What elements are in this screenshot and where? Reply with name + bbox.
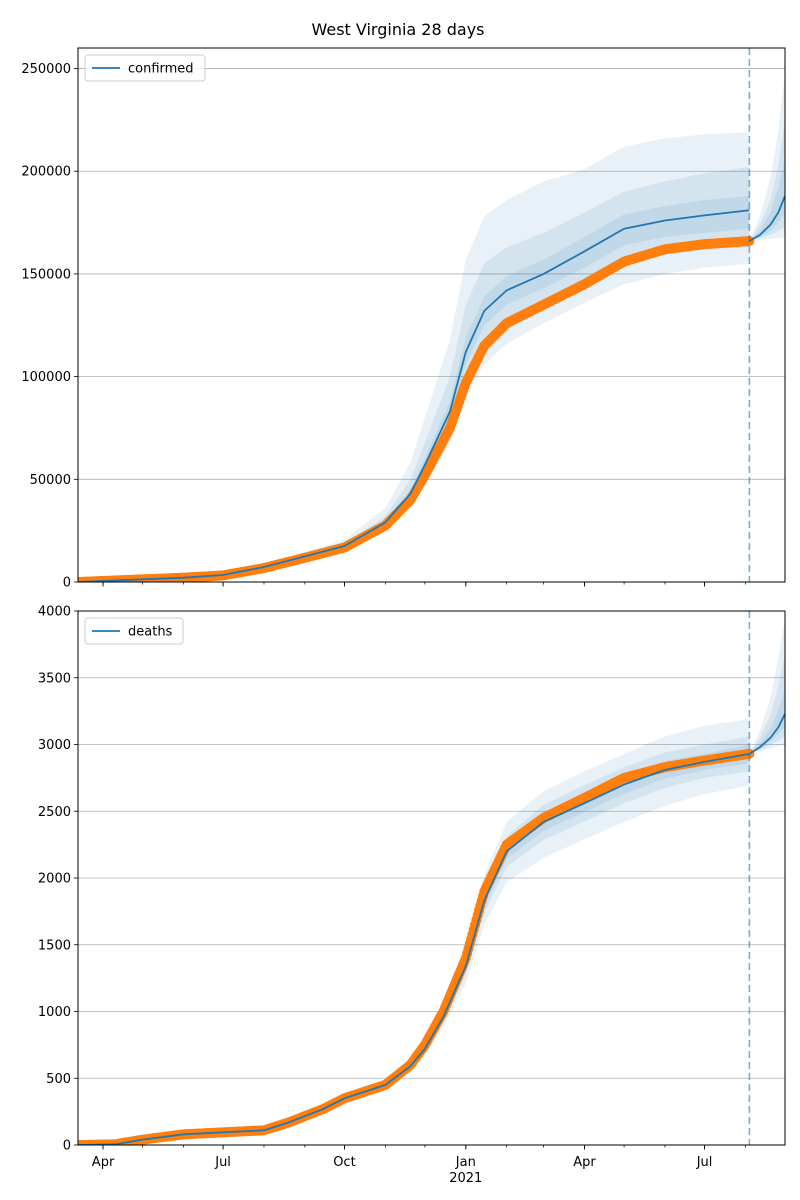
- y-tick-label: 50000: [30, 473, 71, 488]
- uncertainty-band-outer: [78, 132, 750, 582]
- y-tick-label: 1500: [38, 938, 71, 953]
- y-tick-label: 2000: [38, 872, 71, 887]
- y-tick-label: 3500: [38, 671, 71, 686]
- plot-area: [78, 72, 785, 582]
- y-tick-label: 2500: [38, 805, 71, 820]
- chart-title: West Virginia 28 days: [311, 20, 485, 39]
- x-tick-label: Apr: [573, 1155, 596, 1170]
- plot-area: [78, 617, 785, 1145]
- y-tick-label: 100000: [21, 370, 71, 385]
- forecast-line: [748, 195, 785, 242]
- panel-confirmed: 0 50000 100000 150000 200000 250000 confirmed: [21, 47, 786, 591]
- y-tick-label: 500: [46, 1072, 71, 1087]
- legend: confirmed: [84, 54, 206, 82]
- legend-box: [84, 54, 206, 82]
- legend-label: deaths: [128, 625, 173, 640]
- forecast-band-outer: [749, 617, 785, 754]
- x-year-label: 2021: [449, 1171, 482, 1186]
- model-line: [78, 752, 750, 1145]
- y-tick-label: 200000: [21, 165, 71, 180]
- x-tick-label: Oct: [333, 1155, 355, 1170]
- legend-box: [84, 617, 184, 645]
- y-tick-label: 3000: [38, 738, 71, 753]
- axes-frame: [77, 47, 786, 583]
- x-tick-label: Jul: [214, 1155, 231, 1170]
- forecast-band-middle: [749, 119, 785, 242]
- legend: deaths: [84, 617, 184, 645]
- y-tick-label: 1000: [38, 1005, 71, 1020]
- uncertainty-band-middle: [78, 167, 750, 582]
- model-line: [78, 209, 750, 582]
- axes-frame: [77, 610, 786, 1146]
- y-tick-label: 150000: [21, 267, 71, 282]
- x-tick-label: Apr: [92, 1155, 115, 1170]
- forecast-band-inner: [749, 158, 785, 242]
- forecast-line: [748, 713, 785, 755]
- x-tick-label: Jul: [696, 1155, 713, 1170]
- y-tick-label: 4000: [38, 605, 71, 620]
- uncertainty-band-outer: [78, 719, 750, 1145]
- legend-label: confirmed: [128, 62, 194, 77]
- uncertainty-band-inner: [78, 195, 750, 582]
- observed-series: [78, 236, 755, 582]
- forecast-band-outer: [749, 72, 785, 242]
- y-tick-label: 0: [63, 576, 71, 591]
- y-tick-label: 250000: [21, 62, 71, 77]
- observed-series: [78, 748, 755, 1145]
- y-tick-label: 0: [63, 1139, 71, 1154]
- x-tick-label: Jan: [455, 1155, 476, 1170]
- panel-deaths: 0 500 1000 1500 2000 2500 3000 3500 4000 Apr Jul Oc…: [38, 605, 786, 1186]
